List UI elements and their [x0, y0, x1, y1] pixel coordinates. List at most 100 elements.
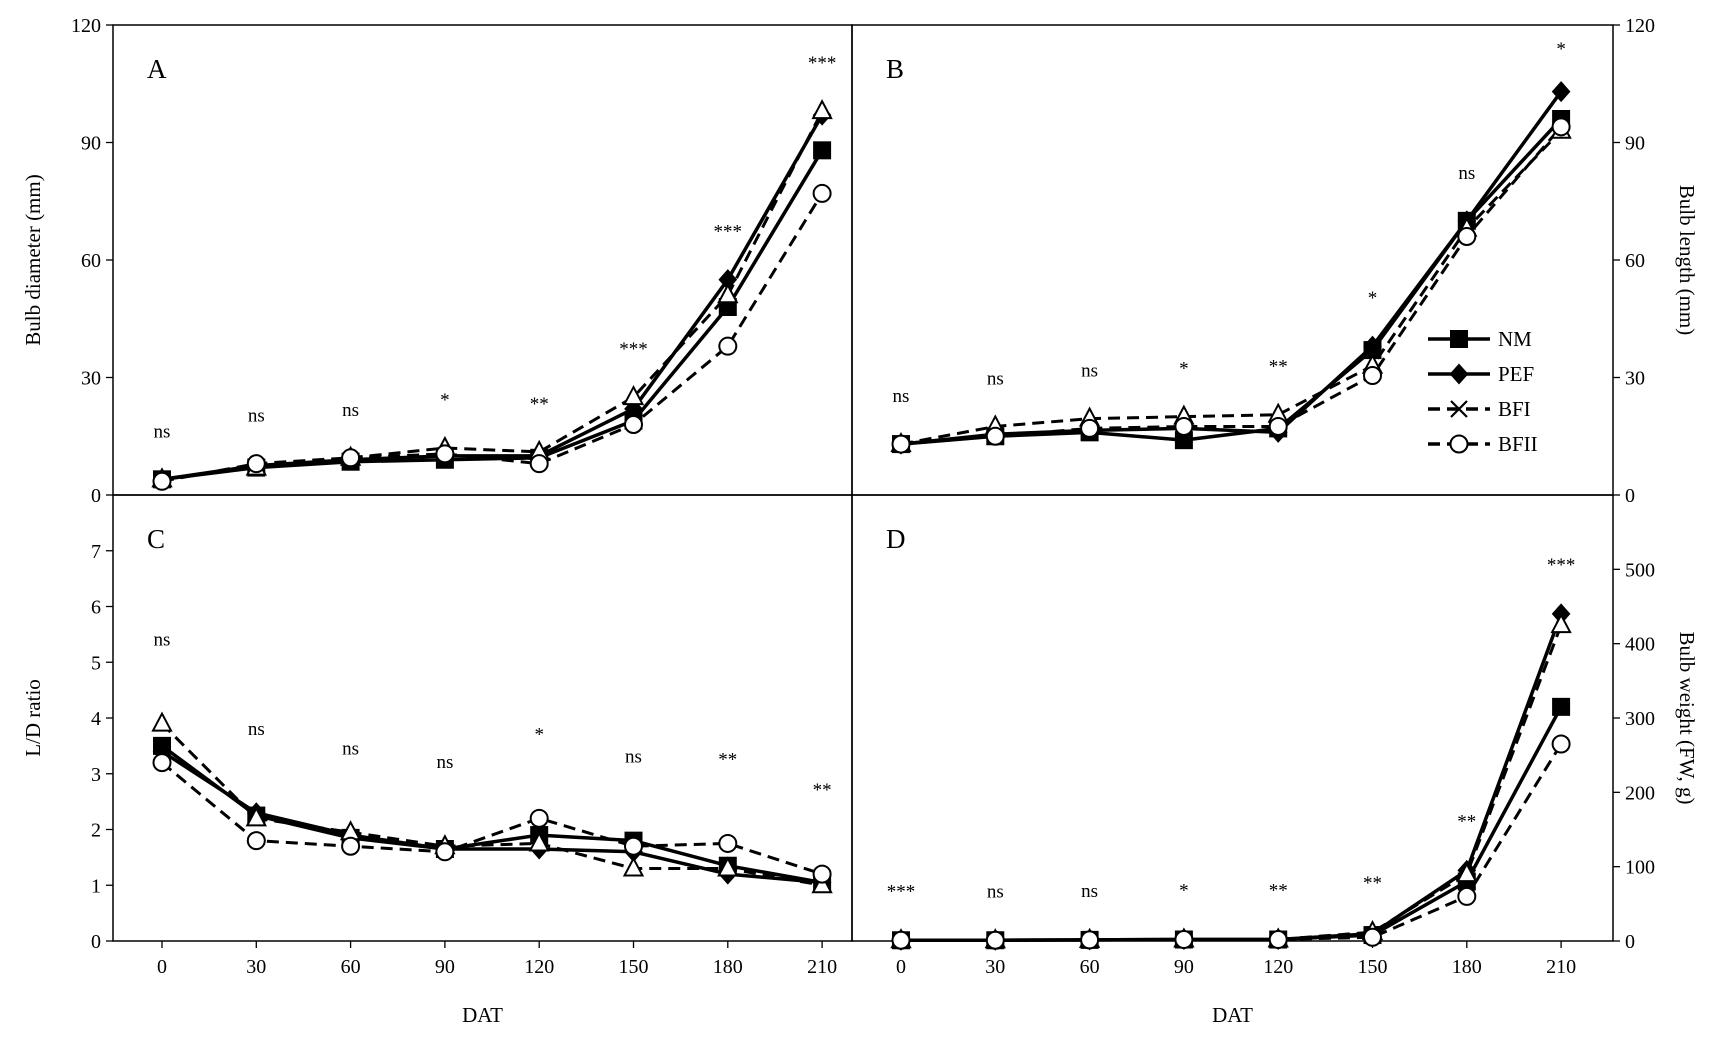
y-axis-label: L/D ratio [21, 679, 45, 757]
panel-letter: C [147, 524, 165, 554]
point-bfi [1456, 861, 1478, 883]
y-tick-label: 3 [91, 764, 101, 786]
point-bfii [1174, 930, 1194, 950]
y-tick-label: 60 [81, 250, 101, 272]
point-bfii [624, 415, 643, 434]
y-tick-label: 500 [1625, 559, 1655, 581]
significance-label: ** [813, 780, 832, 801]
point-bfii [152, 753, 172, 773]
point-bfi [717, 856, 739, 877]
series-line-pef [161, 114, 824, 482]
x-tick-label: 150 [1358, 956, 1388, 978]
significance-label: ** [1363, 873, 1382, 894]
point-bfii [812, 183, 832, 203]
significance-label: ns [248, 406, 265, 427]
legend-label: BFII [1498, 432, 1538, 456]
point-bfii [985, 930, 1005, 950]
y-tick-label: 120 [71, 15, 101, 37]
panel-frame [851, 494, 1614, 942]
legend-marker [1449, 363, 1469, 385]
significance-label: ** [1269, 881, 1288, 902]
legend-marker [1450, 330, 1468, 348]
point-nm [1552, 697, 1571, 716]
legend-item-pef: PEF [1428, 362, 1534, 386]
point-bfii [341, 836, 361, 856]
x-tick-label: 60 [341, 956, 361, 978]
point-bfii [1174, 416, 1194, 436]
y-tick-label: 1 [91, 875, 101, 897]
point-bfii [985, 426, 1005, 446]
y-tick-label: 0 [91, 931, 101, 953]
point-bfi [245, 806, 267, 827]
y-tick-label: 0 [1625, 931, 1635, 953]
panel-c: 0 1 2 3 4 5 6 7 L/D ratio C 0 30 60 90 120 150 180 210 DAT… [21, 494, 853, 1027]
panel-letter: D [886, 524, 906, 554]
x-tick-label: 30 [985, 956, 1005, 978]
significance-label: ns [1081, 881, 1098, 902]
y-tick-label: 90 [81, 133, 101, 155]
significance-label: ns [154, 421, 171, 442]
y-tick-label: 200 [1625, 782, 1655, 804]
significance-label: * [534, 724, 544, 745]
x-tick-label: 90 [435, 956, 455, 978]
point-bfi [151, 711, 173, 732]
point-bfii [718, 833, 738, 853]
point-bfi [622, 856, 645, 877]
legend-marker [1450, 400, 1468, 418]
point-bfii [1551, 734, 1571, 754]
x-tick-label: 0 [896, 956, 906, 978]
point-bfii [1080, 930, 1100, 950]
x-tick-label: 120 [1263, 956, 1293, 978]
legend-item-bfi: BFI [1428, 397, 1531, 421]
point-bfii [1268, 416, 1288, 436]
legend-item-nm: NM [1428, 327, 1532, 351]
point-pef [1551, 81, 1571, 103]
point-bfi [1550, 612, 1572, 634]
y-axis-label: Bulb weight (FW, g) [1675, 631, 1699, 804]
y-axis-label: Bulb length (mm) [1675, 185, 1699, 336]
legend-label: BFI [1498, 397, 1531, 421]
significance-label: ns [342, 738, 359, 759]
series-line-bfii [900, 125, 1563, 446]
y-tick-label: 30 [1625, 368, 1645, 390]
significance-label: ** [1457, 811, 1476, 832]
point-bfii [435, 842, 455, 862]
significance-label: ns [987, 881, 1004, 902]
panel-d: 0 100 200 300 400 500 Bulb weight (FW, g) D 0 30 6… [851, 494, 1699, 1027]
panel-frame [851, 24, 1614, 496]
series-line-bfii [901, 743, 1563, 942]
point-bfi [528, 831, 550, 852]
significance-label: * [1179, 881, 1189, 902]
point-bfi [717, 283, 739, 304]
legend: NM PEF BFI BFII [1428, 327, 1538, 456]
significance-label: * [1179, 359, 1189, 380]
y-axis-label: Bulb diameter (mm) [21, 174, 45, 345]
point-bfii [1080, 418, 1100, 438]
x-tick-label: 210 [1546, 956, 1576, 978]
x-axis-label: DAT [1212, 1003, 1253, 1027]
series-line-pef [900, 90, 1563, 446]
y-tick-label: 100 [1625, 857, 1655, 879]
significance-label: *** [1547, 555, 1576, 576]
point-bfii [341, 448, 361, 468]
point-bfii [891, 930, 911, 950]
x-tick-label: 0 [157, 956, 167, 978]
point-nm [813, 141, 832, 160]
significance-label: ** [1269, 357, 1288, 378]
x-tick-label: 90 [1174, 956, 1194, 978]
legend-label: NM [1498, 327, 1532, 351]
significance-label: ns [893, 386, 910, 407]
point-bfi [811, 99, 833, 120]
y-tick-label: 4 [91, 708, 101, 730]
panel-letter: A [147, 54, 167, 84]
x-tick-label: 120 [524, 956, 554, 978]
y-tick-label: 400 [1625, 634, 1655, 656]
significance-label: ns [154, 630, 171, 651]
significance-label: ns [1458, 163, 1475, 184]
point-bfii [1457, 227, 1477, 246]
y-tick-label: 2 [91, 820, 101, 842]
y-tick-label: 0 [91, 485, 101, 507]
